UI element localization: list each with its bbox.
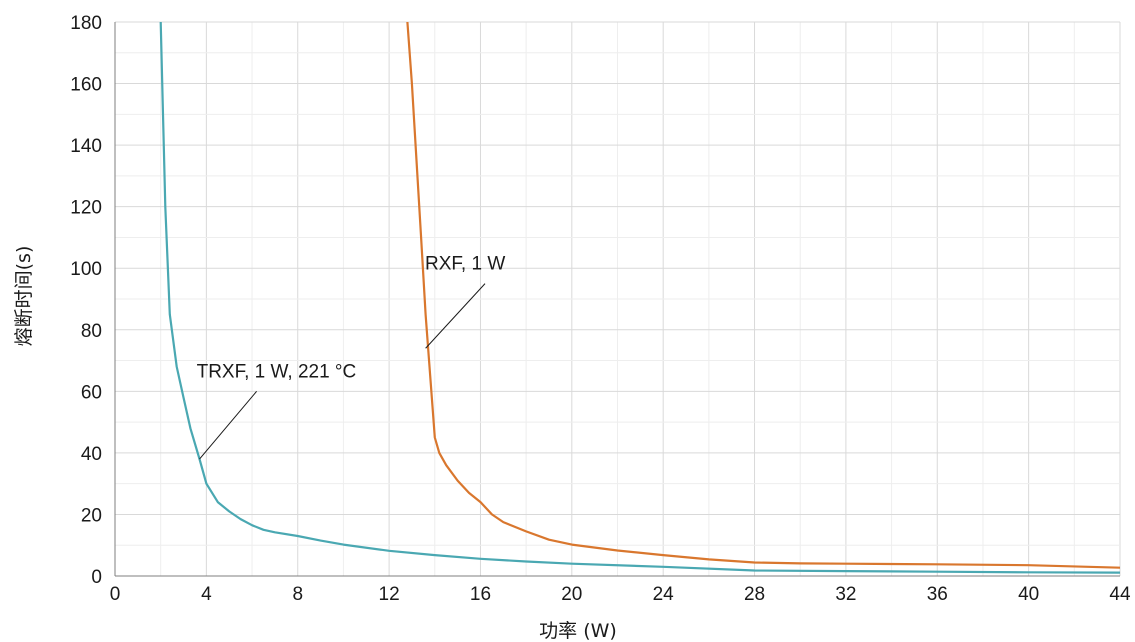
y-axis-title: 熔断时间(s) (13, 246, 35, 347)
x-tick-label: 28 (744, 584, 765, 605)
x-tick-label: 40 (1018, 584, 1039, 605)
y-tick-label: 60 (81, 382, 102, 403)
x-axis-title: 功率 (W) (539, 620, 617, 642)
y-tick-label: 160 (70, 75, 102, 96)
annotations: RXF, 1 W TRXF, 1 W, 221 °C (197, 254, 505, 460)
axes (114, 22, 1120, 577)
x-tick-label: 0 (110, 584, 121, 605)
y-tick-label: 120 (70, 198, 102, 219)
series-line-0 (159, 22, 1120, 574)
x-tick-label: 4 (201, 584, 212, 605)
y-tick-label: 140 (70, 136, 102, 157)
y-tick-label: 0 (91, 567, 102, 588)
x-tick-label: 24 (653, 584, 675, 605)
y-tick-label: 20 (81, 505, 102, 526)
annotation-leader-line (199, 391, 257, 460)
series-line-1 (406, 22, 1120, 569)
x-tick-label: 36 (927, 584, 948, 605)
y-tick-label: 40 (81, 444, 102, 465)
x-tick-label: 8 (292, 584, 303, 605)
series (159, 22, 1120, 574)
annotation-leader-line (425, 283, 486, 349)
x-tick-label: 12 (379, 584, 400, 605)
annotation-label: TRXF, 1 W, 221 °C (197, 361, 357, 382)
grid (114, 21, 1121, 577)
x-tick-label: 16 (470, 584, 491, 605)
x-tick-label: 20 (561, 584, 582, 605)
y-tick-label: 100 (70, 259, 102, 280)
tick-labels: 0 4 8 12 16 20 24 28 32 36 40 44 0 20 40 60 80 100 120 140 1… (70, 13, 1131, 605)
y-tick-label: 80 (81, 321, 102, 342)
x-tick-label: 32 (835, 584, 856, 605)
y-tick-label: 180 (70, 13, 102, 34)
annotation-label: RXF, 1 W (425, 254, 505, 275)
x-tick-label: 44 (1109, 584, 1131, 605)
